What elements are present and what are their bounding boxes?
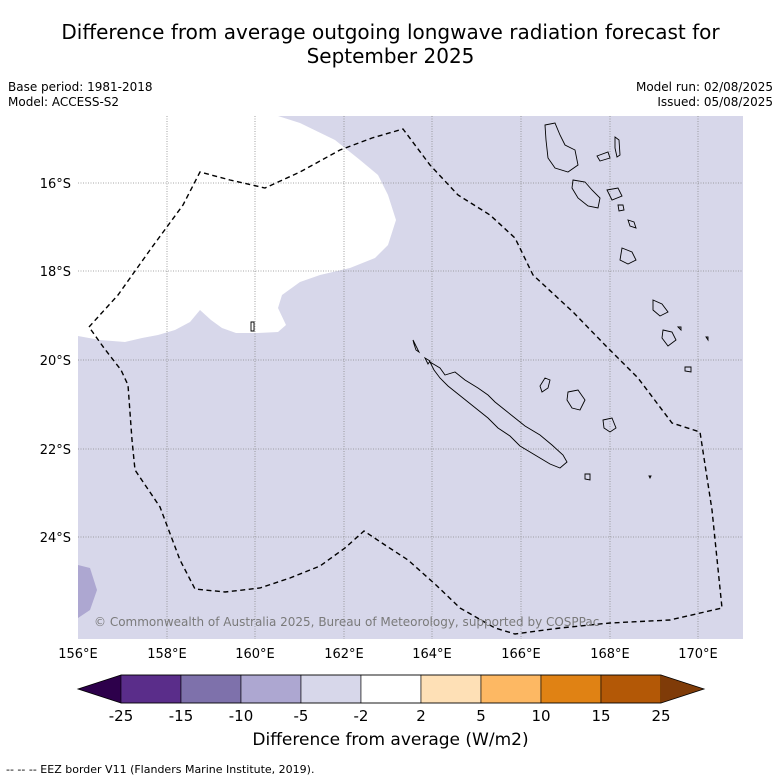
colorbar: -25 -15 -10 -5 -2 2 5 10 15 25 — [76, 674, 706, 725]
lon-label-158e: 158°E — [147, 647, 187, 662]
model-text: Model: ACCESS-S2 — [8, 95, 120, 109]
lat-label-20s: 20°S — [40, 354, 71, 369]
coast-new-caledonia — [428, 360, 568, 469]
colorbar-tick-label: 15 — [591, 707, 610, 725]
lon-label-166e: 166°E — [501, 647, 541, 662]
coast-tanna — [661, 329, 677, 347]
issued-text: Issued: 05/08/2025 — [657, 95, 773, 109]
coast-small-islet-1 — [423, 356, 431, 365]
colorbar-segment — [360, 674, 422, 704]
colorbar-under-triangle — [78, 675, 121, 703]
graticule — [78, 116, 743, 639]
meta-left: Base period: 1981-2018 Model: ACCESS-S2 — [8, 80, 153, 110]
colorbar-tick-label: -5 — [294, 707, 309, 725]
colorbar-title: Difference from average (W/m2) — [252, 730, 529, 750]
lon-label-168e: 168°E — [590, 647, 630, 662]
colorbar-segments — [120, 674, 662, 704]
map-title-line2: September 2025 — [306, 44, 475, 68]
colorbar-segment — [240, 674, 302, 704]
colorbar-over-triangle — [661, 675, 704, 703]
coast-hunter-islet — [705, 336, 709, 342]
coast-efate — [619, 247, 637, 265]
coast-belep — [412, 339, 421, 354]
coast-mare — [602, 417, 617, 433]
base-period-text: Base period: 1981-2018 — [8, 80, 153, 94]
map-title: Difference from average outgoing longwav… — [0, 20, 781, 68]
coast-lifou — [566, 389, 586, 411]
map-plot-area: © Commonwealth of Australia 2025, Bureau… — [78, 116, 743, 639]
colorbar-tick-labels: -25 -15 -10 -5 -2 2 5 10 15 25 — [109, 707, 671, 725]
anomaly-neutral-region — [78, 116, 396, 342]
lon-label-170e: 170°E — [678, 647, 718, 662]
colorbar-segment — [600, 674, 662, 704]
colorbar-segment — [180, 674, 242, 704]
coast-aneityum — [684, 366, 692, 373]
coast-shepherd — [627, 219, 637, 229]
anomaly-fill-mid — [78, 565, 97, 618]
lat-labels: 16°S 18°S 20°S 22°S 24°S — [40, 177, 71, 546]
lat-label-16s: 16°S — [40, 177, 71, 192]
lon-label-164e: 164°E — [412, 647, 452, 662]
coast-chesterfield — [250, 321, 255, 332]
colorbar-tick-label: -15 — [169, 707, 194, 725]
colorbar-tick-label: 10 — [531, 707, 550, 725]
colorbar-segment — [540, 674, 602, 704]
lat-label-18s: 18°S — [40, 265, 71, 280]
lon-label-162e: 162°E — [324, 647, 364, 662]
coast-erromango — [652, 299, 669, 317]
lat-label-24s: 24°S — [40, 531, 71, 546]
eez-border — [88, 128, 723, 635]
coast-ambae — [596, 151, 611, 162]
colorbar-tick-label: 25 — [651, 707, 670, 725]
lon-label-160e: 160°E — [235, 647, 275, 662]
lon-labels: 156°E 158°E 160°E 162°E 164°E 166°E 168°… — [58, 647, 718, 662]
meta-right: Model run: 02/08/2025 Issued: 05/08/2025 — [636, 80, 773, 110]
map-title-line1: Difference from average outgoing longwav… — [61, 20, 720, 44]
coast-isle-of-pines — [584, 473, 591, 481]
colorbar-tick-label: 2 — [416, 707, 426, 725]
coast-epi — [617, 204, 625, 212]
colorbar-segment — [120, 674, 182, 704]
coast-matthew-islet — [676, 326, 682, 332]
colorbar-segment — [420, 674, 482, 704]
colorbar-segment — [480, 674, 542, 704]
colorbar-tick-label: 5 — [476, 707, 486, 725]
lon-label-156e: 156°E — [58, 647, 98, 662]
footnote: -- -- -- EEZ border V11 (Flanders Marine… — [6, 763, 315, 776]
coast-ouvea — [539, 377, 551, 393]
colorbar-tick-label: -10 — [229, 707, 254, 725]
model-run-text: Model run: 02/08/2025 — [635, 80, 773, 94]
copyright-text: © Commonwealth of Australia 2025, Bureau… — [94, 615, 599, 629]
coast-malekula — [571, 179, 601, 209]
colorbar-outline — [76, 674, 706, 704]
colorbar-tick-label: -2 — [354, 707, 369, 725]
coast-maewo — [614, 136, 621, 158]
coast-walpole — [648, 475, 652, 480]
coast-espiritu-santo — [544, 122, 579, 173]
colorbar-segment — [300, 674, 362, 704]
coast-pentecost-ambrym — [606, 187, 623, 201]
colorbar-tick-label: -25 — [109, 707, 134, 725]
lat-label-22s: 22°S — [40, 443, 71, 458]
coastlines — [250, 122, 709, 481]
